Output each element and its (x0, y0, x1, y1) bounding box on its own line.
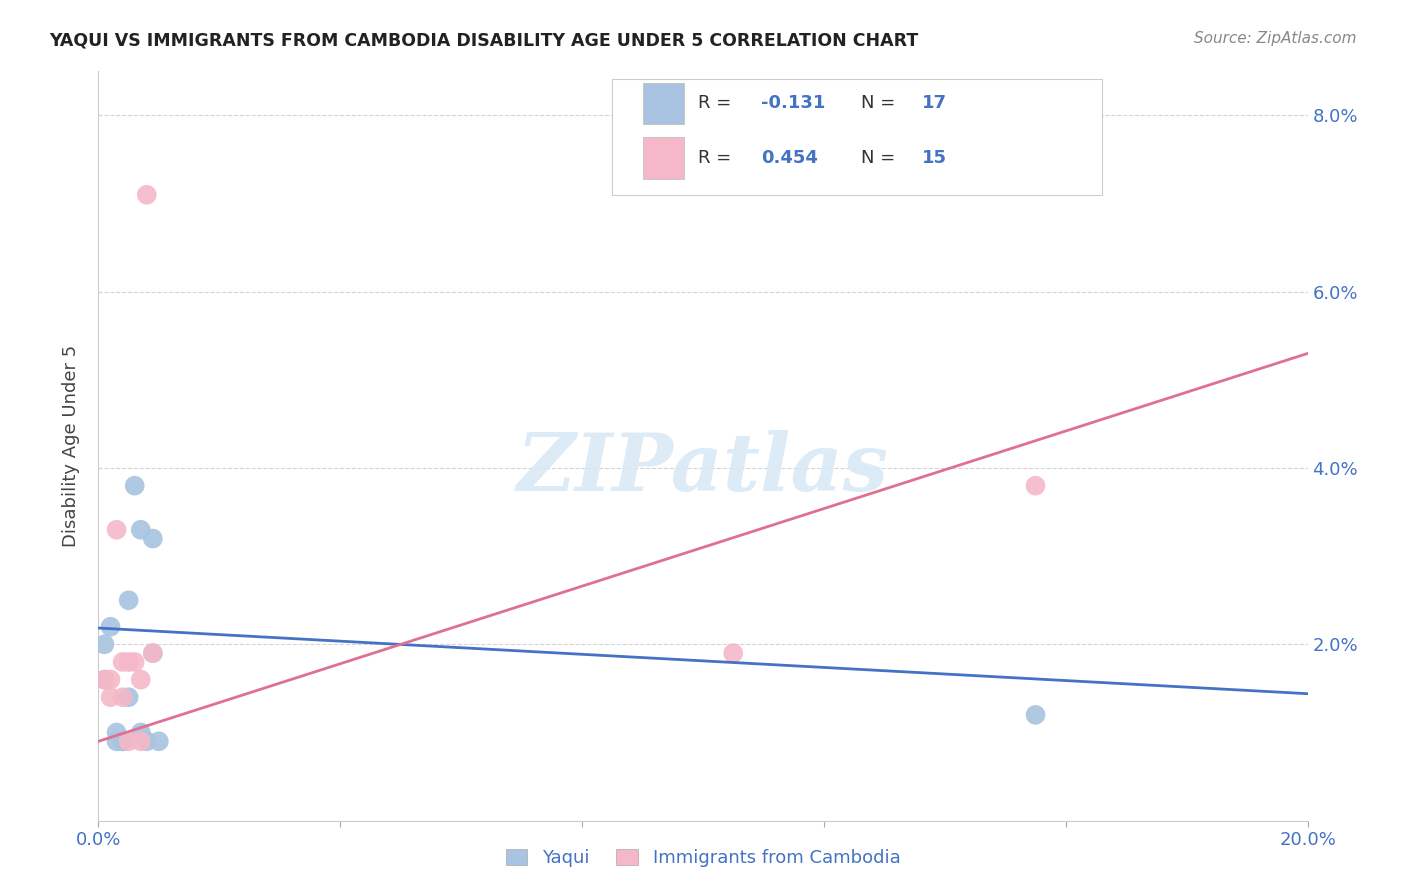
Point (142, 532, 165, 546)
Point (118, 734, 141, 748)
Text: R =: R = (699, 149, 737, 167)
Text: 15: 15 (922, 149, 946, 167)
Point (105, 734, 128, 748)
Point (142, 646, 165, 660)
Y-axis label: Disability Age Under 5: Disability Age Under 5 (62, 345, 80, 547)
Point (100, 673, 122, 687)
Point (105, 725, 128, 739)
FancyBboxPatch shape (613, 78, 1102, 195)
Point (100, 620, 122, 634)
Point (124, 478, 146, 492)
Point (111, 734, 134, 748)
Text: -0.131: -0.131 (761, 95, 825, 112)
Point (118, 690, 141, 705)
Point (111, 690, 134, 705)
FancyBboxPatch shape (643, 83, 683, 124)
Text: 0.454: 0.454 (761, 149, 818, 167)
Text: R =: R = (699, 95, 737, 112)
Point (135, 734, 157, 748)
Point (723, 646, 745, 660)
Point (129, 673, 152, 687)
Point (129, 523, 152, 537)
Text: N =: N = (862, 149, 901, 167)
Text: 17: 17 (922, 95, 946, 112)
Point (105, 523, 128, 537)
Point (93, 637, 115, 651)
Point (129, 725, 152, 739)
Legend: Yaqui, Immigrants from Cambodia: Yaqui, Immigrants from Cambodia (499, 841, 907, 874)
Point (111, 734, 134, 748)
Text: YAQUI VS IMMIGRANTS FROM CAMBODIA DISABILITY AGE UNDER 5 CORRELATION CHART: YAQUI VS IMMIGRANTS FROM CAMBODIA DISABI… (49, 31, 918, 49)
Point (118, 655, 141, 669)
Text: N =: N = (862, 95, 901, 112)
Point (93, 673, 115, 687)
Point (135, 187, 157, 202)
Point (129, 734, 152, 748)
Point (93, 673, 115, 687)
Point (142, 646, 165, 660)
Text: Source: ZipAtlas.com: Source: ZipAtlas.com (1194, 31, 1357, 46)
Point (111, 655, 134, 669)
Point (100, 690, 122, 705)
Point (148, 734, 170, 748)
Text: ZIPatlas: ZIPatlas (517, 430, 889, 508)
FancyBboxPatch shape (643, 137, 683, 178)
Point (124, 655, 146, 669)
Point (118, 593, 141, 607)
Point (1024, 478, 1046, 492)
Point (1024, 707, 1046, 722)
